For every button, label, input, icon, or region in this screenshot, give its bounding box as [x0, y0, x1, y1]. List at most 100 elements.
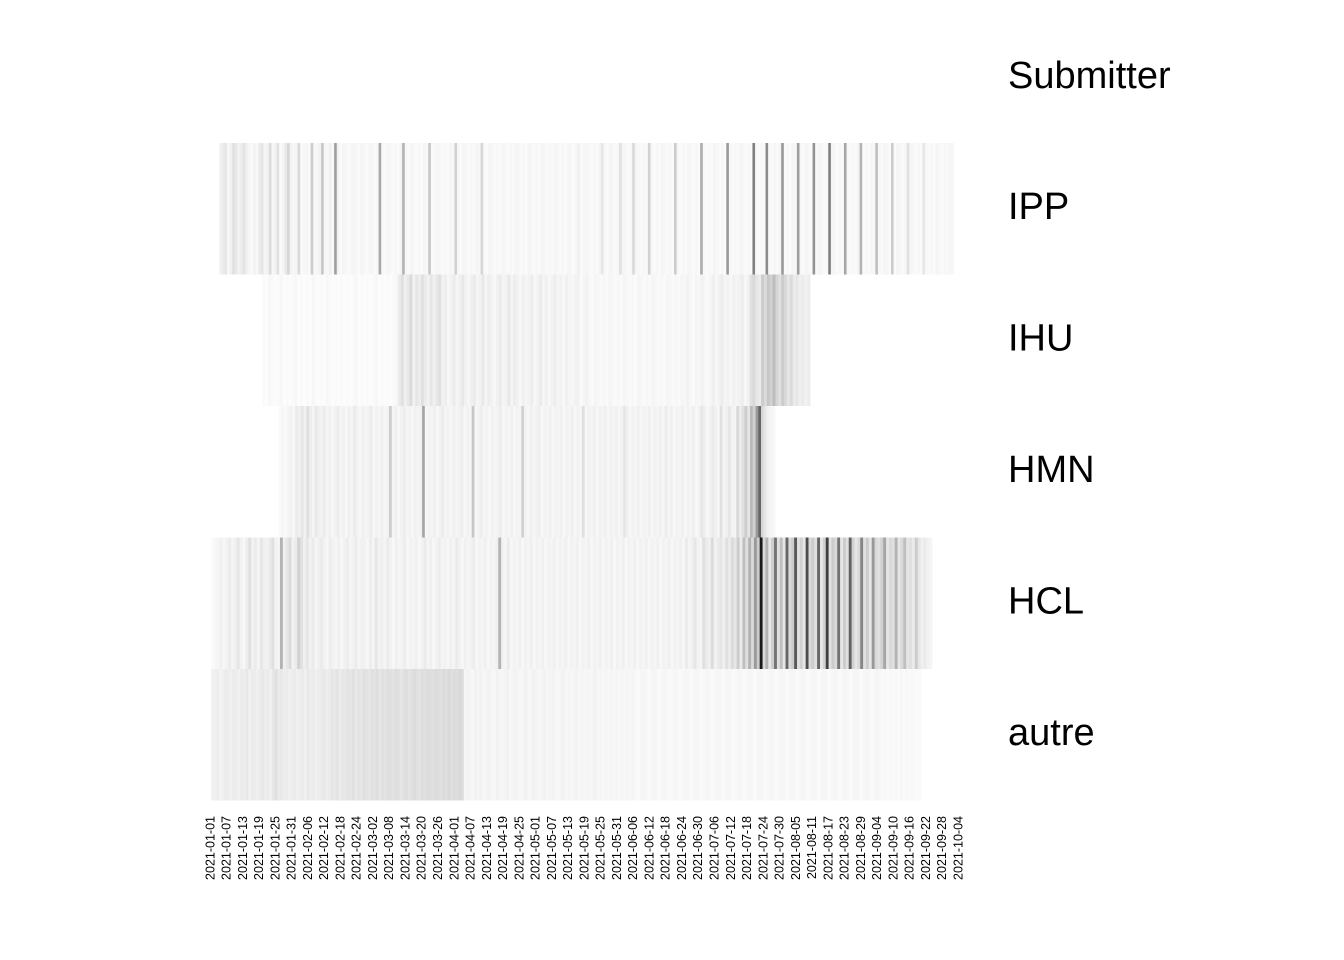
- heatmap-cell: [380, 406, 384, 538]
- heatmap-cell: [306, 669, 310, 801]
- heatmap-cell: [761, 669, 765, 801]
- heatmap-cell: [452, 537, 456, 669]
- heatmap-cell: [374, 537, 378, 669]
- heatmap-cell: [741, 406, 745, 538]
- heatmap-cell: [691, 274, 696, 406]
- heatmap-cell: [689, 669, 693, 801]
- heatmap-cell: [525, 143, 528, 275]
- heatmap-cell: [328, 669, 332, 801]
- heatmap-cell: [785, 669, 789, 801]
- heatmap-cell: [650, 143, 654, 275]
- heatmap-cell: [530, 143, 534, 275]
- heatmap-cell: [417, 143, 421, 275]
- heatmap-cell: [750, 406, 754, 538]
- heatmap-cell: [549, 537, 554, 669]
- heatmap-cell: [344, 406, 349, 538]
- heatmap-cell: [788, 669, 792, 801]
- heatmap-cell: [851, 537, 855, 669]
- heatmap-cell: [447, 669, 451, 801]
- heatmap-cell: [670, 537, 674, 669]
- heatmap-cell: [761, 406, 765, 538]
- heatmap-cell: [576, 274, 580, 406]
- heatmap-cell: [444, 406, 448, 538]
- heatmap-cell: [351, 537, 355, 669]
- heatmap-cell: [553, 274, 557, 406]
- heatmap-cell: [593, 274, 598, 406]
- heatmap-cell: [360, 143, 364, 275]
- heatmap-cell: [778, 143, 782, 275]
- heatmap-cell: [699, 537, 703, 669]
- heatmap-cell: [377, 406, 382, 538]
- heatmap-cell: [526, 406, 530, 538]
- heatmap-cell: [330, 669, 334, 801]
- heatmap-cell: [320, 274, 324, 406]
- heatmap-cell: [420, 143, 424, 275]
- heatmap-cell: [540, 406, 544, 538]
- heatmap-cell: [755, 406, 759, 538]
- heatmap-cell: [765, 537, 769, 669]
- heatmap-cell: [518, 537, 522, 669]
- heatmap-cell: [726, 143, 730, 275]
- heatmap-cell: [772, 406, 776, 538]
- heatmap-cell: [601, 537, 605, 669]
- heatmap-cell: [642, 274, 647, 406]
- heatmap-cell: [284, 406, 288, 538]
- x-tick-label: 2021-01-07: [220, 816, 234, 880]
- heatmap-cell: [438, 143, 442, 275]
- x-tick-label: 2021-05-25: [594, 816, 608, 880]
- heatmap-cell: [647, 143, 651, 275]
- heatmap-cell: [444, 274, 448, 406]
- heatmap-cell: [883, 669, 887, 801]
- heatmap-cell: [366, 274, 370, 406]
- heatmap-cell: [634, 406, 638, 538]
- heatmap-cell: [504, 537, 508, 669]
- heatmap-cell: [482, 406, 486, 538]
- heatmap-cell: [719, 406, 723, 538]
- heatmap-cell: [423, 537, 427, 669]
- heatmap-cell: [515, 537, 519, 669]
- heatmap-cell: [256, 669, 260, 801]
- legend-title: Submitter: [1008, 55, 1171, 97]
- heatmap-cell: [300, 406, 304, 538]
- heatmap-cell: [719, 669, 723, 801]
- heatmap-cell: [711, 669, 715, 801]
- heatmap-cell: [408, 406, 412, 538]
- heatmap-cell: [932, 143, 936, 275]
- heatmap-cell: [822, 537, 827, 669]
- heatmap-cell: [802, 537, 806, 669]
- heatmap-cell: [561, 143, 565, 275]
- heatmap-cell: [703, 274, 707, 406]
- heatmap-cell: [394, 406, 398, 538]
- heatmap-cell: [333, 406, 337, 538]
- heatmap-cell: [354, 274, 358, 406]
- heatmap-cell: [258, 143, 262, 275]
- heatmap-cell: [759, 537, 763, 669]
- heatmap-cell: [548, 406, 552, 538]
- heatmap-cell: [496, 143, 500, 275]
- heatmap-cell: [599, 274, 603, 406]
- heatmap-cell: [518, 274, 523, 406]
- heatmap-cell: [749, 274, 753, 406]
- heatmap-cell: [248, 669, 252, 801]
- heatmap-cell: [660, 274, 664, 406]
- heatmap-cell: [478, 274, 482, 406]
- heatmap-cell: [616, 274, 621, 406]
- heatmap-cell: [722, 537, 726, 669]
- heatmap-cell: [405, 406, 409, 538]
- heatmap-cell: [344, 669, 348, 801]
- heatmap-cell: [764, 669, 768, 801]
- heatmap-cell: [483, 143, 487, 275]
- x-tick-label: 2021-04-25: [512, 816, 526, 880]
- heatmap-cell: [730, 406, 734, 538]
- heatmap-cell: [894, 669, 898, 801]
- heatmap-cell: [606, 143, 609, 275]
- heatmap-cell: [621, 537, 626, 669]
- heatmap-cell: [809, 143, 813, 275]
- heatmap-cell: [426, 274, 430, 406]
- heatmap-cell: [341, 669, 345, 801]
- heatmap-cell: [694, 274, 699, 406]
- heatmap-cell: [762, 143, 766, 275]
- x-tick-label: 2021-02-06: [301, 816, 315, 880]
- heatmap-cell: [581, 406, 586, 538]
- heatmap-cell: [527, 669, 531, 801]
